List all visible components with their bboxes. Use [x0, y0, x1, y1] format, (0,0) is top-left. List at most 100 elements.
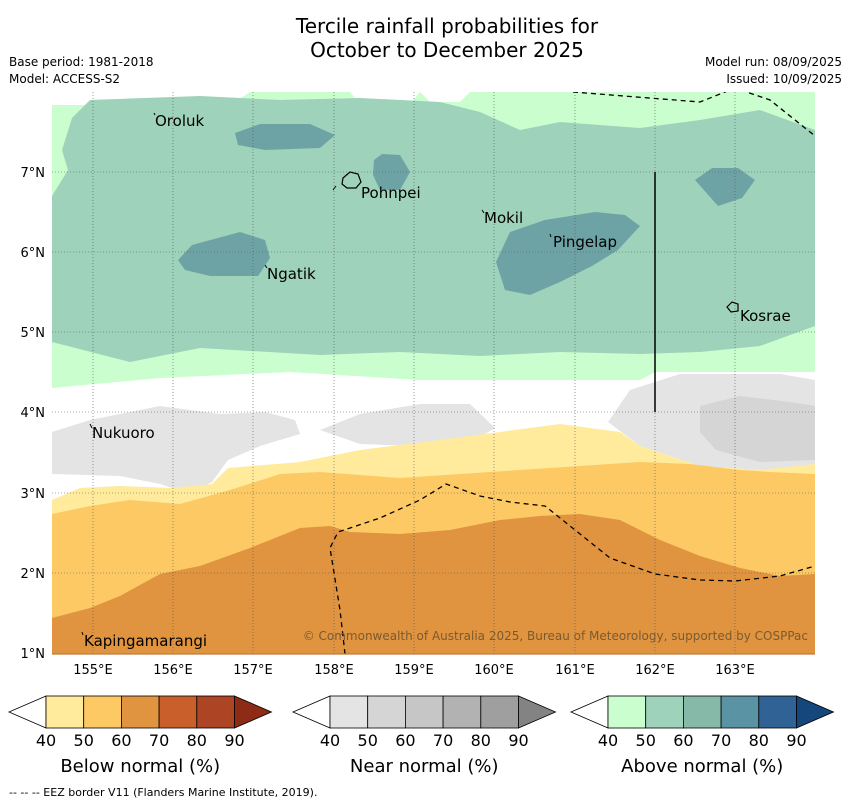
- lon-labels: 155°E 156°E 157°E 158°E 159°E 160°E 161°…: [73, 663, 755, 678]
- colorbar-below-normal-swatch: [83, 695, 122, 729]
- place-ngatik: Ngatik: [267, 265, 316, 283]
- probability-field: [52, 92, 815, 654]
- place-pingelap: Pingelap: [553, 233, 617, 251]
- colorbar-tick-label: 80: [471, 731, 491, 750]
- colorbar-near-normal-swatch: [329, 695, 369, 729]
- colorbar-near-normal-swatch: [442, 695, 482, 729]
- above-normal-60-patch-1: [235, 124, 335, 150]
- colorbar-tick-label: 90: [786, 731, 806, 750]
- model-name: Model: ACCESS-S2: [9, 72, 121, 86]
- colorbar-above-normal-title: Above normal (%): [621, 756, 783, 777]
- colorbar-below-normal-swatch: [45, 695, 85, 729]
- lat-label-6: 6°N: [21, 246, 46, 261]
- colorbar-tick-label: 90: [508, 731, 528, 750]
- lon-label-159: 159°E: [394, 663, 434, 678]
- colorbar-above-normal-swatch: [720, 695, 760, 729]
- colorbar-above-normal-swatch: [645, 695, 684, 729]
- colorbar-tick-label: 60: [111, 731, 131, 750]
- eez-border: [329, 92, 815, 654]
- pohnpei-outline: [341, 171, 362, 189]
- colorbar-near-normal-max-extend: [518, 695, 557, 729]
- place-pohnpei: Pohnpei: [361, 184, 421, 202]
- issued-date: Issued: 10/09/2025: [726, 72, 842, 86]
- above-normal-60-patch-5: [695, 168, 755, 206]
- near-normal-40-region: [52, 374, 815, 494]
- lon-label-155: 155°E: [73, 663, 113, 678]
- island-tick-pohnpei: [332, 185, 337, 191]
- colorbar-tick-label: 40: [320, 731, 340, 750]
- colorbar-tick-label: 40: [36, 731, 56, 750]
- copyright-notice: © Commonwealth of Australia 2025, Bureau…: [303, 629, 808, 643]
- lon-label-160: 160°E: [474, 663, 514, 678]
- colorbar-below-normal-title: Below normal (%): [60, 756, 220, 777]
- colorbar-tick-label: 50: [358, 731, 378, 750]
- map-title: Tercile rainfall probabilities for Octob…: [0, 14, 850, 62]
- colorbar-near-normal-swatch: [367, 695, 406, 729]
- place-kosrae: Kosrae: [740, 307, 791, 325]
- colorbar-tick-label: 90: [224, 731, 244, 750]
- kosrae-outline: [726, 301, 739, 313]
- colorbar-below-normal-swatch: [121, 695, 160, 729]
- above-normal-60-patch-4: [496, 212, 640, 295]
- colorbar-tick-label: 50: [74, 731, 94, 750]
- meta-right: Model run: 08/09/2025 Issued: 10/09/2025: [705, 54, 842, 88]
- island-tick-mokil: [481, 209, 485, 214]
- base-period: Base period: 1981-2018: [9, 55, 154, 69]
- place-labels: Oroluk Pohnpei Mokil Pingelap Ngatik Kos…: [84, 112, 791, 650]
- colorbar-tick-label: 80: [749, 731, 769, 750]
- colorbar-below-normal-max-extend: [234, 695, 273, 729]
- title-line-2: October to December 2025: [310, 38, 584, 62]
- above-normal-60-patch-3: [178, 232, 270, 276]
- colorbar-tick-label: 70: [149, 731, 169, 750]
- colorbar-above-normal-max-extend: [796, 695, 835, 729]
- place-nukuoro: Nukuoro: [92, 424, 155, 442]
- colorbar-near-normal-swatch: [405, 695, 444, 729]
- below-normal-60-region: [52, 514, 815, 654]
- colorbar-above-normal-swatch: [607, 695, 647, 729]
- place-kapingamarangi: Kapingamarangi: [84, 632, 207, 650]
- colorbar-tick-label: 60: [395, 731, 415, 750]
- lat-label-4: 4°N: [21, 406, 46, 421]
- island-tick-oroluk: [153, 112, 156, 116]
- gridlines: [52, 92, 815, 654]
- island-tick-pingelap: [549, 233, 552, 238]
- colorbar-tick-label: 50: [636, 731, 656, 750]
- eez-footnote: -- -- -- EEZ border V11 (Flanders Marine…: [9, 786, 318, 799]
- island-tick-kapinga: [81, 631, 84, 636]
- colorbar-above-normal-min-extend: [569, 695, 609, 729]
- model-run: Model run: 08/09/2025: [704, 55, 842, 69]
- lon-label-157: 157°E: [233, 663, 273, 678]
- lat-label-2: 2°N: [21, 567, 46, 582]
- colorbar-near-normal-min-extend: [291, 695, 331, 729]
- place-oroluk: Oroluk: [155, 112, 204, 130]
- colorbar-tick-label: 40: [598, 731, 618, 750]
- island-tick-ngatik: [264, 264, 268, 269]
- lat-labels: 7°N 6°N 5°N 4°N 3°N 2°N 1°N: [21, 166, 46, 662]
- colorbar-below-normal-swatch: [196, 695, 235, 729]
- lon-label-158: 158°E: [314, 663, 354, 678]
- lon-label-161: 161°E: [555, 663, 595, 678]
- lat-label-5: 5°N: [21, 326, 46, 341]
- island-tick-nukuoro: [89, 423, 93, 429]
- colorbar-tick-label: 60: [673, 731, 693, 750]
- lat-label-7: 7°N: [21, 166, 46, 181]
- colorbar-tick-label: 70: [433, 731, 453, 750]
- lat-label-1: 1°N: [21, 647, 46, 662]
- colorbar-above-normal-swatch: [683, 695, 722, 729]
- colorbar-below-normal-swatch: [158, 695, 198, 729]
- lon-label-156: 156°E: [153, 663, 193, 678]
- colorbar-below-normal-min-extend: [7, 695, 47, 729]
- colorbar-near-normal: 40 50 60 70 80 90 Near normal (%): [291, 695, 557, 777]
- colorbar-tick-label: 80: [187, 731, 207, 750]
- title-line-1: Tercile rainfall probabilities for: [295, 14, 599, 38]
- colorbar-near-normal-title: Near normal (%): [350, 756, 499, 777]
- lat-label-3: 3°N: [21, 487, 46, 502]
- meta-left: Base period: 1981-2018 Model: ACCESS-S2: [9, 54, 154, 88]
- colorbar-above-normal-swatch: [758, 695, 797, 729]
- lon-label-163: 163°E: [715, 663, 755, 678]
- colorbar-tick-label: 70: [711, 731, 731, 750]
- above-normal-50-region: [52, 96, 815, 362]
- colorbar-near-normal-swatch: [480, 695, 519, 729]
